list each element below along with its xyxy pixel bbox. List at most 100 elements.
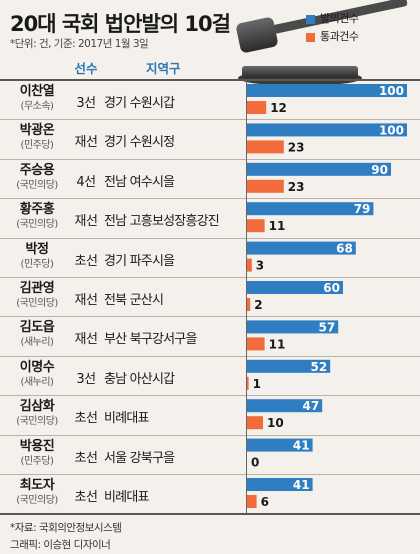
bar-label-passed: 12 (270, 101, 287, 115)
row-terms: 재선 (74, 214, 98, 230)
legend-item-passed: 통과건수 (306, 28, 359, 46)
bar-label-passed: 3 (256, 259, 264, 273)
bar-label-passed: 10 (267, 416, 284, 430)
value-axis-line (246, 80, 247, 514)
row-name: 김관영 (19, 281, 55, 296)
row-party: (무소속) (20, 101, 54, 112)
row-name: 박용진 (19, 438, 55, 454)
row-district: 비례대표 (104, 490, 149, 505)
row-terms: 재선 (74, 293, 98, 308)
row-name: 이명수 (19, 359, 55, 375)
bar-label-proposed: 60 (323, 281, 340, 295)
row-divider (0, 158, 420, 160)
bar-passed (247, 219, 265, 233)
row-district: 서울 강북구을 (104, 450, 175, 466)
row-district: 충남 아산시갑 (104, 371, 175, 387)
row-divider (0, 316, 420, 318)
row-divider (0, 395, 420, 397)
bar-label-proposed: 57 (318, 320, 335, 334)
row-party: (국민의당) (16, 219, 58, 231)
row-divider (0, 434, 420, 436)
row-name: 최도자 (19, 478, 55, 493)
row-terms: 초선 (74, 253, 98, 269)
bar-label-proposed: 100 (379, 84, 404, 98)
bar-label-proposed: 52 (310, 360, 327, 374)
row-divider (0, 277, 420, 278)
source-note: *자료: 국회의안정보시스템 (10, 522, 122, 534)
row-name: 김도읍 (19, 320, 55, 336)
row-party: (국민의당) (16, 495, 58, 506)
row-name: 김삼화 (19, 399, 55, 415)
row-district: 전북 군산시 (104, 293, 164, 308)
bar-proposed (247, 162, 391, 176)
bar-proposed (247, 399, 323, 413)
bar-label-proposed: 100 (379, 123, 404, 137)
bar-proposed (247, 123, 407, 137)
bar-passed (247, 416, 263, 430)
row-divider (0, 79, 420, 81)
row-terms: 재선 (74, 135, 98, 151)
legend-swatch-proposed (306, 14, 315, 24)
row-party: (민주당) (20, 455, 54, 467)
row-name: 박정 (25, 241, 49, 257)
bar-passed (247, 258, 252, 272)
row-district: 경기 수원시정 (104, 135, 175, 151)
row-party: (민주당) (20, 258, 54, 270)
row-terms: 재선 (74, 332, 98, 348)
legend-label-proposed: 발의건수 (320, 12, 359, 25)
row-name: 황주홍 (19, 202, 55, 218)
bar-label-proposed: 90 (371, 163, 388, 177)
column-header-terms: 선수 (74, 61, 98, 76)
row-divider (0, 355, 420, 357)
legend-label-passed: 통과건수 (320, 30, 359, 43)
bar-label-passed: 11 (269, 219, 286, 233)
bar-label-passed: 6 (261, 495, 269, 509)
bar-label-passed: 23 (288, 140, 305, 154)
bar-proposed (247, 84, 407, 97)
legend-swatch-passed (306, 32, 315, 42)
row-divider (0, 513, 420, 515)
row-terms: 초선 (74, 411, 98, 427)
row-party: (국민의당) (16, 179, 58, 191)
column-header-district: 지역구 (146, 61, 181, 76)
bar-proposed (247, 478, 313, 491)
legend: 발의건수 통과건수 (306, 10, 359, 46)
bar-passed (247, 337, 265, 351)
row-party: (민주당) (20, 140, 54, 152)
bar-proposed (247, 438, 313, 452)
row-party: (새누리) (20, 337, 54, 349)
row-terms: 3선 (76, 371, 96, 387)
bar-label-proposed: 47 (302, 399, 319, 413)
row-district: 전남 여수시을 (104, 174, 175, 190)
row-divider (0, 237, 420, 239)
row-district: 비례대표 (104, 411, 149, 427)
row-terms: 4선 (76, 174, 96, 190)
row-terms: 3선 (76, 96, 96, 111)
bar-label-passed: 0 (251, 456, 259, 470)
row-divider (0, 119, 420, 121)
row-terms: 초선 (74, 490, 98, 505)
bar-label-proposed: 41 (293, 439, 310, 453)
row-district: 부산 북구강서구을 (104, 332, 197, 348)
bar-proposed (247, 359, 331, 373)
legend-item-proposed: 발의건수 (306, 10, 359, 28)
chart-subtitle: *단위: 건, 기준: 2017년 1월 3일 (10, 38, 149, 50)
row-terms: 초선 (74, 450, 98, 466)
row-district: 경기 수원시갑 (104, 96, 175, 111)
row-party: (국민의당) (16, 298, 58, 309)
bar-proposed (247, 202, 374, 216)
row-divider (0, 198, 420, 200)
bar-passed (247, 376, 249, 390)
row-district: 경기 파주시을 (104, 253, 175, 269)
bar-passed (247, 140, 284, 154)
bar-passed (247, 298, 251, 311)
bar-label-proposed: 41 (293, 478, 310, 492)
row-name: 주승용 (19, 162, 55, 178)
row-district: 전남 고흥보성장흥강진 (104, 214, 220, 230)
bar-label-proposed: 79 (354, 202, 371, 216)
chart-title: 20대 국회 법안발의 10걸 (10, 12, 231, 36)
bar-passed (247, 101, 267, 114)
bar-label-passed: 23 (288, 180, 305, 194)
gavel-icon (236, 0, 408, 86)
